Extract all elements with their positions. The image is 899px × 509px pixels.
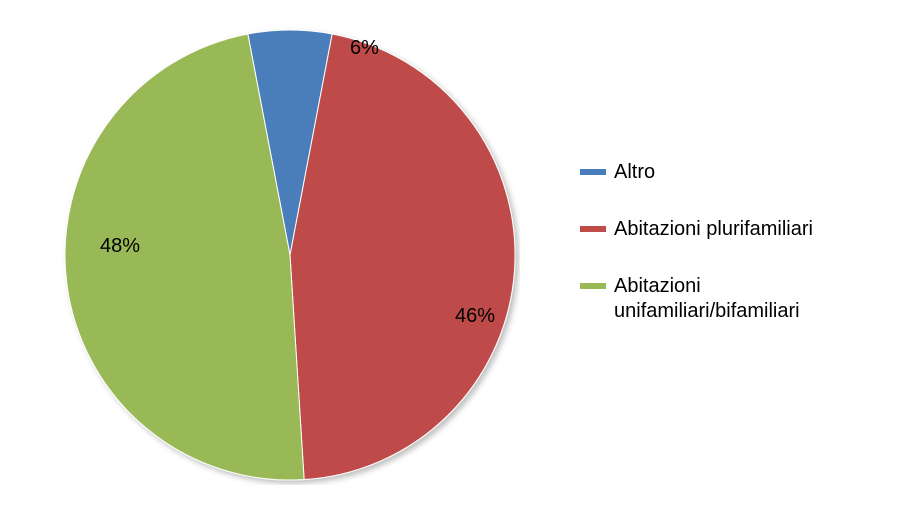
legend-item: Abitazioni unifamiliari/bifamiliari [580,274,880,324]
legend: Altro Abitazioni plurifamiliari Abitazio… [580,160,880,356]
pie-plot-area: 6% 46% 48% [60,25,520,485]
legend-item: Altro [580,160,880,185]
pie-data-label: 48% [100,235,140,258]
pie-slice [290,34,515,480]
legend-marker [580,226,606,232]
legend-marker [580,169,606,175]
pie-chart: 6% 46% 48% Altro Abitazioni plurifamiliari… [0,0,899,509]
legend-label: Abitazioni plurifamiliari [614,217,813,242]
legend-label: Altro [614,160,655,185]
legend-item: Abitazioni plurifamiliari [580,217,880,242]
pie-data-label: 6% [350,37,379,60]
legend-marker [580,283,606,289]
legend-label: Abitazioni unifamiliari/bifamiliari [614,274,854,324]
pie-data-label: 46% [455,305,495,328]
